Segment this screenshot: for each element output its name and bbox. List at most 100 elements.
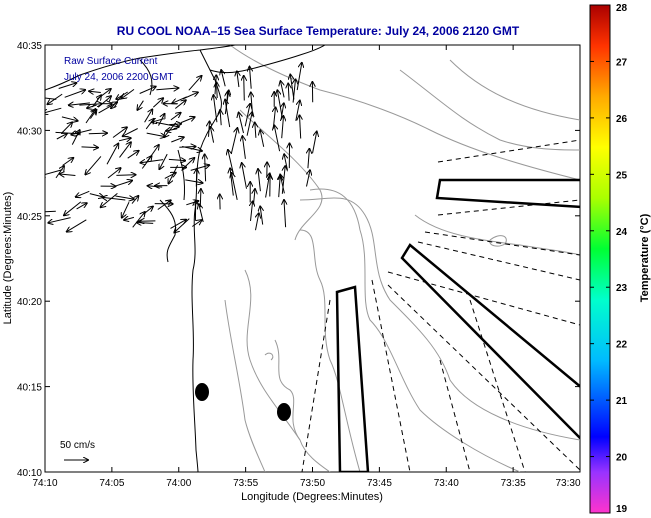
current-vector — [89, 194, 104, 197]
current-vector — [213, 95, 218, 123]
current-vector — [103, 197, 126, 200]
x-tick-label: 73:55 — [233, 478, 258, 489]
bathymetry-contours — [224, 45, 580, 472]
current-vector — [251, 202, 253, 221]
current-vector — [230, 128, 237, 154]
current-vector — [119, 142, 131, 158]
x-tick-label: 73:45 — [367, 478, 392, 489]
current-vector — [64, 201, 82, 215]
current-vector — [98, 102, 117, 114]
current-vector — [152, 98, 163, 108]
current-vector — [168, 159, 185, 160]
current-vector — [88, 133, 107, 134]
current-vector — [106, 144, 118, 165]
current-vector — [274, 125, 281, 152]
colorbar-tick-label: 24 — [616, 227, 628, 238]
current-vector — [258, 169, 260, 192]
colorbar-tick-label: 27 — [616, 57, 628, 68]
y-tick-label: 40:30 — [17, 126, 42, 137]
current-vector — [101, 193, 118, 207]
current-vector — [250, 67, 252, 89]
current-vector — [146, 132, 165, 137]
current-vector — [284, 200, 286, 228]
current-vector — [166, 129, 178, 131]
current-vector — [124, 217, 135, 220]
current-vector — [131, 196, 138, 204]
current-vector — [69, 103, 90, 105]
current-vector — [174, 218, 190, 233]
x-tick-label: 73:50 — [300, 478, 325, 489]
current-vector — [220, 110, 221, 126]
current-vector — [242, 163, 247, 189]
current-vector — [116, 175, 135, 176]
current-vector — [45, 107, 62, 113]
x-tick-label: 74:00 — [166, 478, 191, 489]
current-vector — [67, 219, 87, 232]
current-vector — [312, 132, 317, 154]
current-vector — [288, 84, 289, 101]
study-boxes — [335, 178, 580, 472]
current-vector — [45, 169, 63, 176]
current-vector — [225, 100, 231, 128]
sampling-site-marker — [195, 383, 209, 401]
x-axis: 74:10 74:05 74:00 73:55 73:50 73:45 73:40 73:35… — [32, 45, 581, 489]
current-vector — [145, 119, 154, 130]
current-vector — [244, 76, 245, 101]
transect-lines — [301, 139, 580, 472]
current-vector — [185, 180, 202, 183]
current-vector — [144, 109, 153, 123]
current-vector — [232, 173, 238, 201]
current-vector — [71, 129, 92, 135]
current-vector — [115, 196, 134, 199]
y-tick-label: 40:10 — [17, 468, 42, 479]
current-vector — [228, 150, 234, 175]
current-vector — [179, 147, 195, 148]
current-vector — [255, 123, 256, 138]
map-title: RU COOL NOAA–15 Sea Surface Temperature:… — [117, 24, 520, 38]
current-vector — [61, 116, 78, 121]
x-tick-label: 74:10 — [32, 478, 57, 489]
current-vector — [186, 201, 198, 205]
sampling-site-marker — [277, 403, 291, 421]
current-vector — [145, 145, 159, 164]
current-vector — [56, 134, 67, 140]
current-vector — [122, 88, 135, 98]
y-tick-label: 40:35 — [17, 41, 42, 52]
current-vector — [306, 170, 311, 187]
current-vector — [156, 88, 178, 90]
current-vector — [277, 90, 283, 118]
colorbar-tick-label: 23 — [616, 283, 628, 294]
current-vector — [215, 75, 216, 95]
current-vector — [260, 130, 265, 147]
x-axis-label: Longitude (Degrees:Minutes) — [241, 491, 383, 503]
x-tick-label: 73:40 — [434, 478, 459, 489]
current-vector — [171, 137, 183, 143]
current-vector — [137, 100, 144, 110]
current-vector — [60, 174, 76, 176]
scale-label: 50 cm/s — [60, 440, 95, 451]
overlay-current-time: July 24, 2006 2200 GMT — [64, 72, 174, 83]
current-vector — [192, 220, 201, 227]
current-vector — [205, 154, 206, 182]
current-vector — [224, 90, 228, 115]
current-vector — [180, 117, 195, 124]
y-axis: 40:35 40:30 40:25 40:20 40:15 40:10 — [17, 41, 580, 479]
current-vector — [293, 79, 295, 103]
current-vector — [76, 190, 90, 197]
current-vector — [81, 147, 98, 148]
current-vector — [76, 203, 87, 210]
current-vector — [237, 71, 239, 88]
current-vector — [48, 217, 71, 223]
current-vector — [181, 146, 202, 151]
current-vector — [188, 76, 202, 91]
plot-frame — [44, 44, 581, 473]
colorbar-tick-label: 21 — [616, 396, 628, 407]
current-vector — [200, 189, 201, 208]
current-vector — [182, 92, 198, 100]
colorbar-tick-label: 19 — [616, 504, 628, 515]
current-vector — [174, 100, 186, 109]
current-vector — [158, 114, 165, 126]
y-axis-label: Latitude (Degrees:Minutes) — [2, 192, 14, 325]
current-vector — [64, 90, 85, 98]
